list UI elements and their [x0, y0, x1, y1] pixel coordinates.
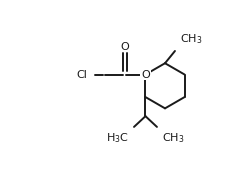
Text: CH$_3$: CH$_3$: [179, 32, 201, 46]
Text: CH$_3$: CH$_3$: [162, 132, 184, 145]
Text: O: O: [140, 69, 149, 80]
Text: O: O: [120, 42, 129, 52]
Text: H$_3$C: H$_3$C: [105, 132, 128, 145]
Text: Cl: Cl: [76, 69, 87, 80]
